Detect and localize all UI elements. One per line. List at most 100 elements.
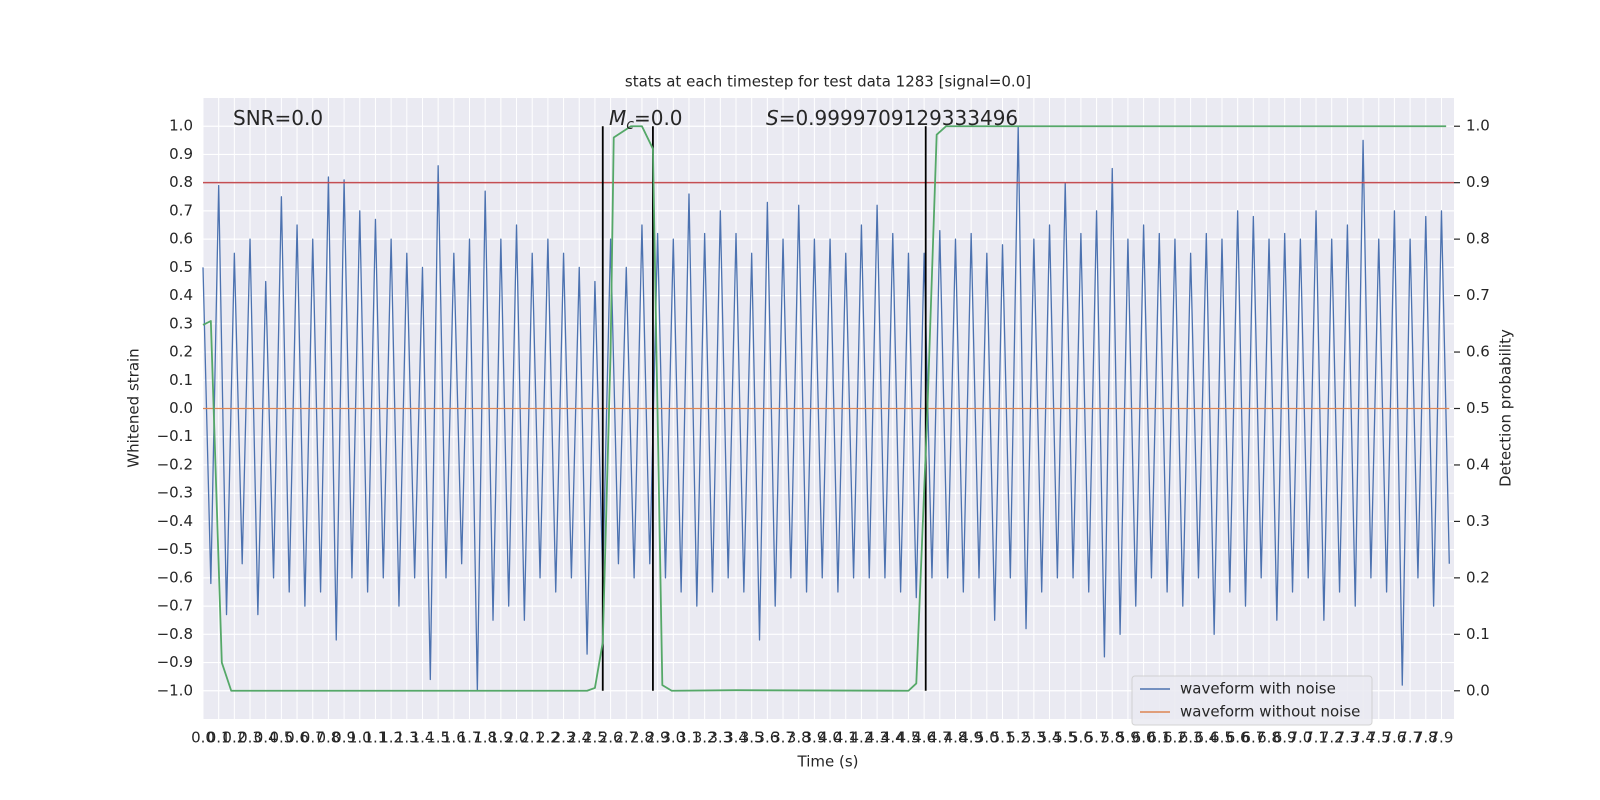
x-tick-label: 5.7 <box>1085 729 1109 747</box>
x-tick-label: 6.3 <box>1179 729 1203 747</box>
y2-tick-label: 0.8 <box>1466 230 1490 248</box>
x-tick-label: 1.6 <box>442 729 466 747</box>
x-tick-label: 2.2 <box>536 729 560 747</box>
x-tick-label: 3.7 <box>771 729 795 747</box>
x-tick-label: 0.4 <box>254 729 278 747</box>
x-tick-label: 6.5 <box>1210 729 1234 747</box>
x-tick-label: 3.8 <box>787 729 811 747</box>
x-tick-label: 7.4 <box>1351 729 1375 747</box>
x-tick-label: 2.1 <box>520 729 544 747</box>
y-tick-label: −0.3 <box>157 484 193 502</box>
y2-axis-label: Detection probability <box>1497 329 1515 487</box>
x-tick-label: 7.5 <box>1367 729 1391 747</box>
annotation: Mc=0.0 <box>609 106 683 134</box>
legend-label: waveform with noise <box>1180 680 1336 698</box>
x-tick-label: 4.2 <box>849 729 873 747</box>
annotation-symbol: S <box>766 106 779 130</box>
x-tick-label: 2.6 <box>599 729 623 747</box>
x-tick-label: 6.0 <box>1132 729 1156 747</box>
x-tick-label: 0.3 <box>238 729 262 747</box>
x-tick-label: 1.0 <box>348 729 372 747</box>
y-tick-label: 0.7 <box>169 201 193 219</box>
y-tick-label: 0.4 <box>169 286 193 304</box>
x-tick-label: 0.6 <box>285 729 309 747</box>
x-tick-label: 4.0 <box>818 729 842 747</box>
y-tick-label: −0.7 <box>157 597 193 615</box>
y-tick-label: 0.5 <box>169 258 193 276</box>
x-tick-label: 2.0 <box>505 729 529 747</box>
y-tick-label: −0.2 <box>157 455 193 473</box>
x-tick-label: 3.9 <box>802 729 826 747</box>
x-tick-label: 5.5 <box>1053 729 1077 747</box>
x-tick-label: 5.0 <box>975 729 999 747</box>
y2-tick-label: 0.0 <box>1466 681 1490 699</box>
x-tick-label: 7.8 <box>1414 729 1438 747</box>
x-tick-label: 4.7 <box>928 729 952 747</box>
x-tick-label: 4.3 <box>865 729 889 747</box>
x-tick-label: 7.1 <box>1304 729 1328 747</box>
x-tick-label: 6.2 <box>1163 729 1187 747</box>
x-tick-label: 7.2 <box>1320 729 1344 747</box>
x-tick-label: 3.3 <box>708 729 732 747</box>
x-tick-label: 1.9 <box>489 729 513 747</box>
x-tick-label: 0.7 <box>301 729 325 747</box>
annotation-text: =0.0 <box>634 106 683 130</box>
x-tick-label: 3.4 <box>724 729 748 747</box>
x-tick-label: 5.6 <box>1069 729 1093 747</box>
y-tick-label: 0.9 <box>169 145 193 163</box>
annotation-text: =0.9999709129333496 <box>779 106 1018 130</box>
y2-tick-label: 1.0 <box>1466 117 1490 135</box>
x-tick-label: 4.6 <box>912 729 936 747</box>
y-axis-label: Whitened strain <box>125 348 143 467</box>
x-tick-label: 0.8 <box>316 729 340 747</box>
y-tick-label: −0.1 <box>157 427 193 445</box>
x-tick-label: 4.9 <box>959 729 983 747</box>
x-tick-label: 1.7 <box>458 729 482 747</box>
x-tick-label: 4.8 <box>944 729 968 747</box>
y2-tick-label: 0.2 <box>1466 568 1490 586</box>
x-tick-label: 7.7 <box>1398 729 1422 747</box>
x-tick-label: 6.1 <box>1147 729 1171 747</box>
y2-tick-label: 0.6 <box>1466 343 1490 361</box>
x-tick-label: 6.9 <box>1273 729 1297 747</box>
y-tick-label: 0.8 <box>169 173 193 191</box>
y-tick-label: −0.6 <box>157 568 193 586</box>
annotation-symbol: M <box>609 106 626 130</box>
x-tick-label: 4.5 <box>897 729 921 747</box>
x-axis-label: Time (s) <box>797 753 859 771</box>
x-tick-label: 6.7 <box>1241 729 1265 747</box>
x-tick-label: 7.0 <box>1288 729 1312 747</box>
x-tick-label: 1.8 <box>473 729 497 747</box>
y-tick-label: 0.3 <box>169 314 193 332</box>
x-tick-label: 0.9 <box>332 729 356 747</box>
x-tick-label: 1.2 <box>379 729 403 747</box>
y2-tick-label: 0.3 <box>1466 512 1490 530</box>
x-tick-label: 3.5 <box>740 729 764 747</box>
x-tick-label: 3.6 <box>755 729 779 747</box>
annotation-text: SNR=0.0 <box>233 106 323 130</box>
probability-line <box>202 125 1447 692</box>
y-tick-label: 0.1 <box>169 371 193 389</box>
x-tick-label: 3.0 <box>661 729 685 747</box>
x-tick-label: 2.7 <box>614 729 638 747</box>
x-tick-label: 5.4 <box>1038 729 1062 747</box>
x-tick-label: 5.9 <box>1116 729 1140 747</box>
x-tick-label: 0.5 <box>269 729 293 747</box>
y-tick-label: −0.4 <box>157 512 193 530</box>
x-tick-label: 0.1 <box>207 729 231 747</box>
x-tick-label: 6.6 <box>1226 729 1250 747</box>
plot-area <box>202 98 1454 719</box>
x-tick-label: 1.1 <box>364 729 388 747</box>
chart-title: stats at each timestep for test data 128… <box>625 73 1031 91</box>
y2-tick-label: 0.4 <box>1466 455 1490 473</box>
y-tick-label: −1.0 <box>157 681 193 699</box>
x-tick-label: 4.4 <box>881 729 905 747</box>
x-tick-label: 3.2 <box>693 729 717 747</box>
x-tick-label: 2.9 <box>646 729 670 747</box>
x-tick-label: 5.2 <box>1006 729 1030 747</box>
x-tick-label: 2.5 <box>583 729 607 747</box>
x-tick-label: 5.1 <box>991 729 1015 747</box>
y2-tick-label: 0.5 <box>1466 399 1490 417</box>
x-tick-label: 2.4 <box>567 729 591 747</box>
